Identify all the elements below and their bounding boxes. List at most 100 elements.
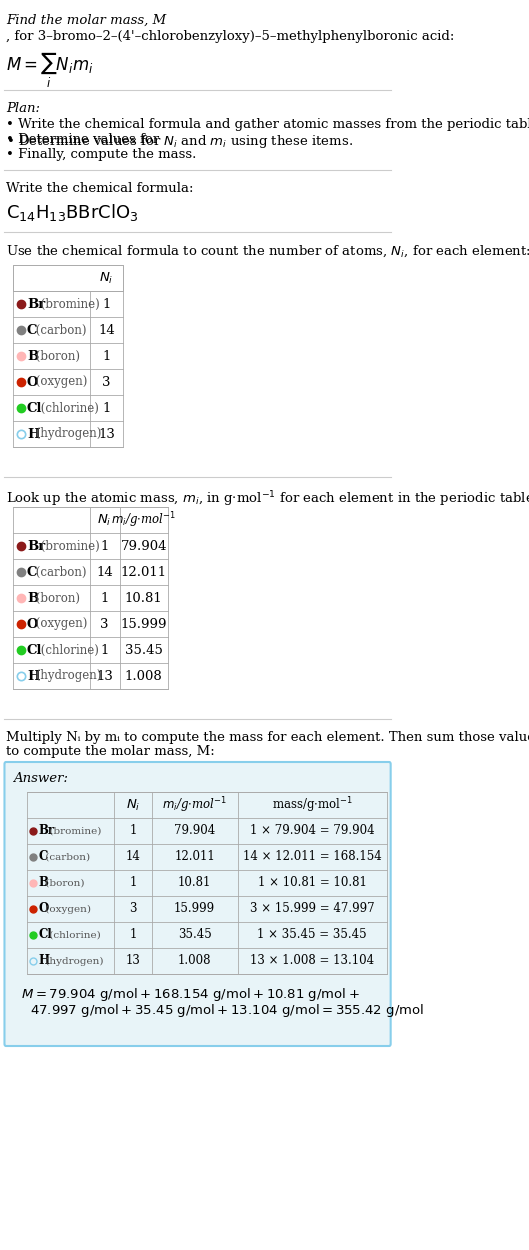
Text: Br: Br bbox=[38, 825, 54, 838]
Text: 1: 1 bbox=[101, 591, 109, 605]
FancyBboxPatch shape bbox=[4, 762, 391, 1046]
Text: 1: 1 bbox=[102, 401, 111, 415]
Text: • Determine values for: • Determine values for bbox=[6, 132, 163, 146]
Text: Answer:: Answer: bbox=[13, 772, 68, 785]
Text: 12.011: 12.011 bbox=[121, 565, 167, 579]
Text: $47.997\ \mathrm{g/mol} + 35.45\ \mathrm{g/mol} + 13.104\ \mathrm{g/mol} = 355.4: $47.997\ \mathrm{g/mol} + 35.45\ \mathrm… bbox=[30, 1003, 424, 1019]
Bar bbox=[27, 792, 387, 974]
Text: $m_i$/g$\cdot$mol$^{-1}$: $m_i$/g$\cdot$mol$^{-1}$ bbox=[162, 795, 227, 815]
Text: O: O bbox=[38, 902, 48, 915]
Text: (oxygen): (oxygen) bbox=[32, 375, 87, 389]
Bar bbox=[13, 508, 168, 689]
Text: 1.008: 1.008 bbox=[178, 955, 212, 968]
Text: $m_i$/g$\cdot$mol$^{-1}$: $m_i$/g$\cdot$mol$^{-1}$ bbox=[112, 510, 176, 530]
Text: (carbon): (carbon) bbox=[42, 853, 90, 861]
Text: Find the molar mass, M: Find the molar mass, M bbox=[6, 14, 166, 28]
Text: mass/g$\cdot$mol$^{-1}$: mass/g$\cdot$mol$^{-1}$ bbox=[272, 795, 353, 815]
Text: B: B bbox=[27, 350, 38, 362]
Text: (bromine): (bromine) bbox=[47, 826, 102, 835]
Text: (hydrogen): (hydrogen) bbox=[42, 956, 104, 965]
Text: H: H bbox=[38, 955, 49, 968]
Text: 10.81: 10.81 bbox=[178, 876, 211, 890]
Text: 15.999: 15.999 bbox=[121, 618, 167, 630]
Text: 15.999: 15.999 bbox=[174, 902, 215, 915]
Text: (carbon): (carbon) bbox=[32, 565, 86, 579]
Text: $N_i$: $N_i$ bbox=[126, 798, 140, 812]
Text: (boron): (boron) bbox=[32, 350, 80, 362]
Text: Br: Br bbox=[27, 298, 45, 310]
Text: (oxygen): (oxygen) bbox=[32, 618, 87, 630]
Bar bbox=[13, 265, 123, 291]
Text: (chlorine): (chlorine) bbox=[37, 401, 98, 415]
Text: 1: 1 bbox=[102, 350, 111, 362]
Text: Cl: Cl bbox=[38, 929, 52, 941]
Text: $\mathrm{C_{14}H_{13}BBrClO_3}$: $\mathrm{C_{14}H_{13}BBrClO_3}$ bbox=[6, 202, 139, 222]
Text: (hydrogen): (hydrogen) bbox=[32, 428, 101, 440]
Text: Multiply Nᵢ by mᵢ to compute the mass for each element. Then sum those values: Multiply Nᵢ by mᵢ to compute the mass fo… bbox=[6, 731, 529, 744]
Text: Look up the atomic mass, $m_i$, in g$\cdot$mol$^{-1}$ for each element in the pe: Look up the atomic mass, $m_i$, in g$\cd… bbox=[6, 489, 529, 509]
Text: 14: 14 bbox=[125, 850, 140, 864]
Text: 13: 13 bbox=[96, 670, 113, 682]
Text: 1 × 10.81 = 10.81: 1 × 10.81 = 10.81 bbox=[258, 876, 367, 890]
Text: B: B bbox=[38, 876, 48, 890]
Text: 14: 14 bbox=[98, 324, 115, 336]
Text: H: H bbox=[27, 670, 40, 682]
Text: 1.008: 1.008 bbox=[125, 670, 163, 682]
Text: 79.904: 79.904 bbox=[174, 825, 215, 838]
Text: 79.904: 79.904 bbox=[121, 540, 167, 552]
Text: 3: 3 bbox=[102, 375, 111, 389]
Text: 1: 1 bbox=[129, 929, 136, 941]
Text: 12.011: 12.011 bbox=[174, 850, 215, 864]
Text: 1: 1 bbox=[101, 540, 109, 552]
Text: 1: 1 bbox=[101, 644, 109, 656]
Text: (oxygen): (oxygen) bbox=[42, 905, 91, 914]
Text: Br: Br bbox=[27, 540, 45, 552]
Text: 1: 1 bbox=[129, 825, 136, 838]
Text: C: C bbox=[27, 565, 38, 579]
Text: 3 × 15.999 = 47.997: 3 × 15.999 = 47.997 bbox=[250, 902, 375, 915]
Text: 13: 13 bbox=[98, 428, 115, 440]
Text: Write the chemical formula:: Write the chemical formula: bbox=[6, 182, 194, 195]
Text: $M = \sum_i N_i m_i$: $M = \sum_i N_i m_i$ bbox=[6, 50, 94, 90]
Text: (boron): (boron) bbox=[42, 879, 85, 888]
Text: O: O bbox=[27, 618, 39, 630]
Text: Plan:: Plan: bbox=[6, 102, 40, 115]
Text: 1: 1 bbox=[102, 298, 111, 310]
Text: 14: 14 bbox=[96, 565, 113, 579]
Text: 13: 13 bbox=[125, 955, 140, 968]
Text: 14 × 12.011 = 168.154: 14 × 12.011 = 168.154 bbox=[243, 850, 381, 864]
Text: (boron): (boron) bbox=[32, 591, 80, 605]
Text: 35.45: 35.45 bbox=[178, 929, 212, 941]
Text: • Write the chemical formula and gather atomic masses from the periodic table.: • Write the chemical formula and gather … bbox=[6, 118, 529, 131]
Text: $N_i$: $N_i$ bbox=[97, 512, 112, 528]
Text: Use the chemical formula to count the number of atoms, $N_i$, for each element:: Use the chemical formula to count the nu… bbox=[6, 244, 529, 260]
Text: 13 × 1.008 = 13.104: 13 × 1.008 = 13.104 bbox=[250, 955, 375, 968]
Text: C: C bbox=[38, 850, 48, 864]
Text: C: C bbox=[27, 324, 38, 336]
Text: 10.81: 10.81 bbox=[125, 591, 163, 605]
Text: Cl: Cl bbox=[27, 644, 42, 656]
Text: 35.45: 35.45 bbox=[125, 644, 163, 656]
Text: 1 × 35.45 = 35.45: 1 × 35.45 = 35.45 bbox=[258, 929, 367, 941]
Text: (chlorine): (chlorine) bbox=[47, 930, 101, 940]
Text: O: O bbox=[27, 375, 39, 389]
Text: 1 × 79.904 = 79.904: 1 × 79.904 = 79.904 bbox=[250, 825, 375, 838]
Text: $N_i$: $N_i$ bbox=[99, 270, 114, 285]
Bar bbox=[13, 265, 123, 448]
Text: (carbon): (carbon) bbox=[32, 324, 86, 336]
Text: • Finally, compute the mass.: • Finally, compute the mass. bbox=[6, 148, 196, 161]
Text: $M = 79.904\ \mathrm{g/mol} + 168.154\ \mathrm{g/mol} + 10.81\ \mathrm{g/mol} +$: $M = 79.904\ \mathrm{g/mol} + 168.154\ \… bbox=[21, 986, 360, 1002]
Text: , for 3–bromo–2–(4'–chlorobenzyloxy)–5–methylphenylboronic acid:: , for 3–bromo–2–(4'–chlorobenzyloxy)–5–m… bbox=[6, 30, 454, 42]
Text: Cl: Cl bbox=[27, 401, 42, 415]
Text: (chlorine): (chlorine) bbox=[37, 644, 98, 656]
Text: 3: 3 bbox=[101, 618, 109, 630]
Text: (bromine): (bromine) bbox=[37, 298, 99, 310]
Text: • Determine values for $N_i$ and $m_i$ using these items.: • Determine values for $N_i$ and $m_i$ u… bbox=[6, 132, 353, 150]
Text: 1: 1 bbox=[129, 876, 136, 890]
Text: 3: 3 bbox=[129, 902, 136, 915]
Text: B: B bbox=[27, 591, 38, 605]
Text: (bromine): (bromine) bbox=[37, 540, 99, 552]
Text: H: H bbox=[27, 428, 40, 440]
Text: (hydrogen): (hydrogen) bbox=[32, 670, 101, 682]
Text: to compute the molar mass, M:: to compute the molar mass, M: bbox=[6, 745, 215, 758]
